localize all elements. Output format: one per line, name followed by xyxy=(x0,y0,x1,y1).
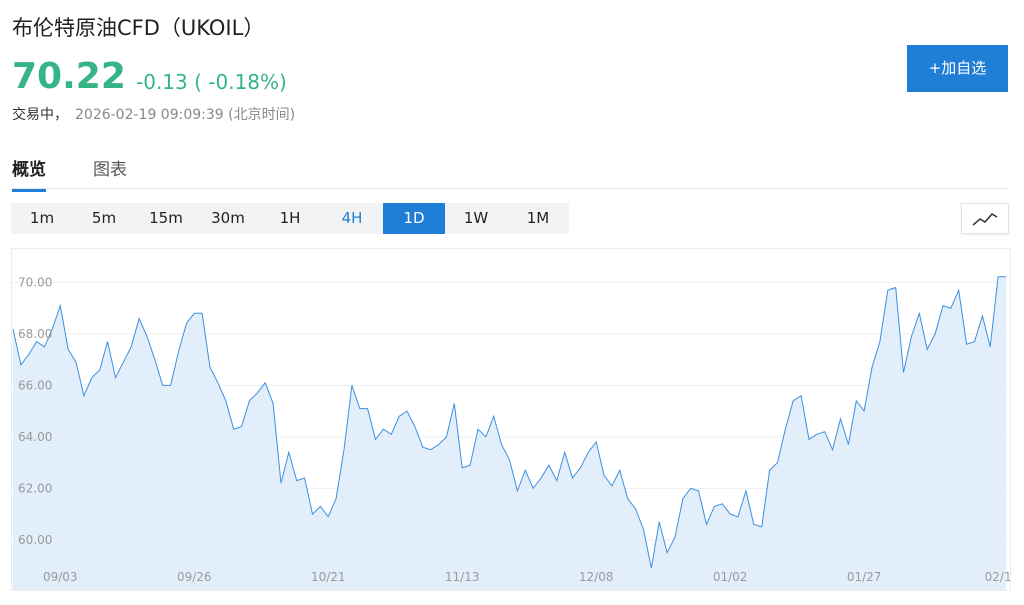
y-tick-label: 70.00 xyxy=(18,275,52,289)
timeframe-button[interactable]: 4H xyxy=(341,209,363,227)
title: 布伦特原油CFD（UKOIL） xyxy=(12,16,265,40)
timeframe-button[interactable]: 1H xyxy=(279,209,301,227)
line-icon xyxy=(972,213,998,226)
y-tick-label: 62.00 xyxy=(18,481,52,495)
timeframe-button[interactable]: 1M xyxy=(526,209,550,227)
y-tick-label: 68.00 xyxy=(18,327,52,341)
timeframe-button[interactable]: 15m xyxy=(149,209,183,227)
tab-divider xyxy=(11,188,1008,189)
timeframe-button[interactable]: 1W xyxy=(463,209,489,227)
price-chart: 60.00 62.00 64.00 66.00 68.00 70.00 09/03 09/26… xyxy=(11,248,1011,591)
area xyxy=(13,276,1006,590)
x-tick-label: 12/08 xyxy=(579,570,614,584)
y-tick-label: 66.00 xyxy=(18,378,52,392)
price-line xyxy=(12,276,1006,569)
timeframe-button[interactable]: 5m xyxy=(91,209,117,227)
price: 70.22 xyxy=(12,56,126,97)
timeframe-button[interactable]: 1D xyxy=(383,203,445,234)
tab[interactable]: 图表 xyxy=(93,160,127,180)
x-tick-label: 01/27 xyxy=(847,570,882,584)
timeframe-button[interactable]: 30m xyxy=(211,209,245,227)
y-tick-label: 64.00 xyxy=(18,430,52,444)
chart-style-button[interactable] xyxy=(961,203,1009,234)
tab[interactable]: 概览 xyxy=(12,155,46,192)
x-tick-label: 01/02 xyxy=(713,570,748,584)
timeframe-button[interactable]: 1m xyxy=(29,209,55,227)
add-watchlist-button[interactable]: +加自选 xyxy=(907,45,1008,92)
y-tick-label: 60.00 xyxy=(18,533,52,547)
x-tick-label: 11/13 xyxy=(445,570,480,584)
x-tick-label: 09/03 xyxy=(43,570,78,584)
x-tick-label: 10/21 xyxy=(311,570,346,584)
trading-status: 交易中， xyxy=(12,107,68,123)
x-tick-label: 09/26 xyxy=(177,570,212,584)
timestamp: 2026-02-19 09:09:39 (北京时间) xyxy=(75,107,296,123)
timeframe-bar: 1m 5m 15m 30m 1H 4H 1D 1W 1M xyxy=(11,203,569,234)
x-tick-label: 02/1 xyxy=(985,570,1011,584)
price-change: -0.13 ( -0.18%) xyxy=(136,70,287,94)
